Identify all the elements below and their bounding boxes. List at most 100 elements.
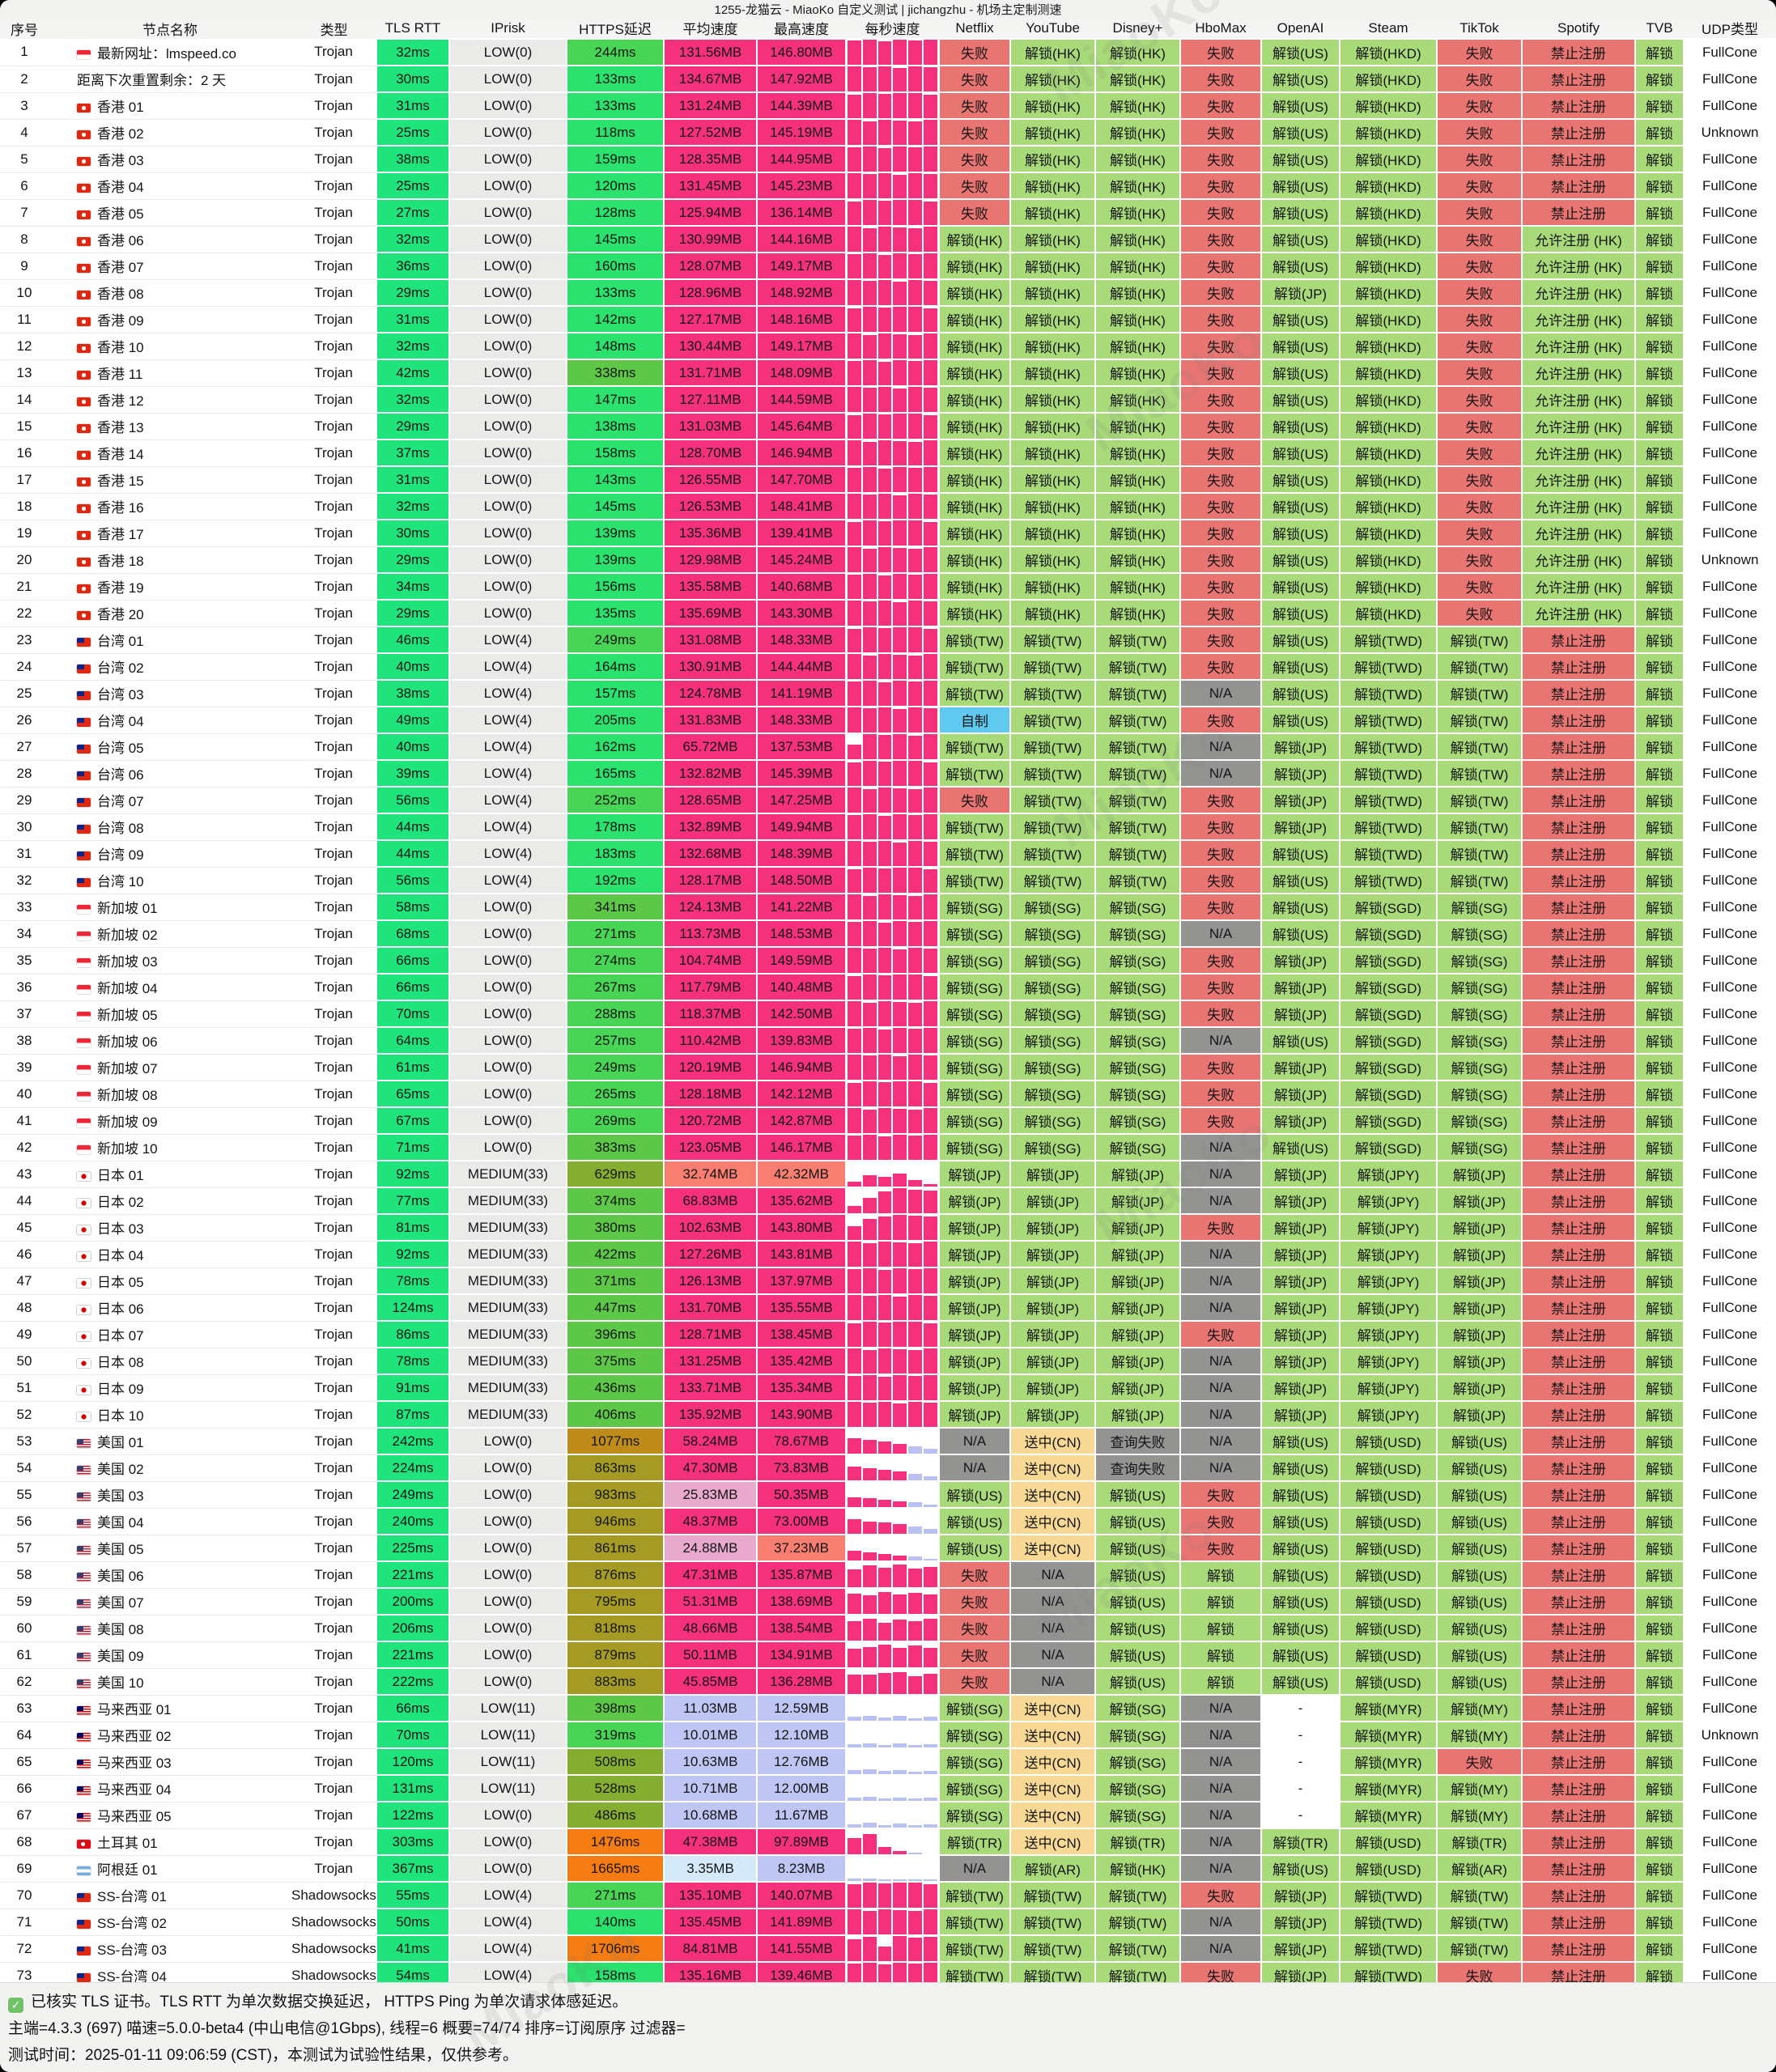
node-type: Trojan	[291, 1134, 376, 1161]
max-speed-cell: 78.67MB	[756, 1427, 847, 1455]
speed-bars-cell	[845, 1828, 940, 1856]
row-index: 32	[0, 867, 49, 894]
hbomax-cell: 失败	[1179, 65, 1262, 93]
per-second-speed-bars	[848, 681, 937, 705]
tiktok-cell: 解锁(US)	[1436, 1560, 1523, 1589]
avg-speed-cell: 3.35MB	[663, 1854, 758, 1883]
speed-bars-cell	[845, 546, 940, 574]
row-index: 70	[0, 1882, 49, 1909]
spotify-cell: 禁止注册	[1521, 946, 1636, 974]
https-latency-cell: 375ms	[566, 1347, 665, 1375]
netflix-cell: 失败	[938, 1560, 1011, 1589]
tvb-cell: 解锁	[1634, 38, 1685, 66]
steam-cell: 解锁(USD)	[1339, 1560, 1438, 1589]
iprisk-cell: LOW(11)	[448, 1747, 567, 1776]
speed-bars-cell	[845, 1480, 940, 1509]
youtube-cell: 解锁(TW)	[1009, 839, 1096, 868]
tvb-cell: 解锁	[1634, 1694, 1685, 1722]
table-row: 48 日本 06 Trojan 124ms MEDIUM(33) 447ms 131.70M…	[0, 1293, 1776, 1322]
disney-plus-cell: 解锁(JP)	[1094, 1213, 1181, 1242]
tiktok-cell: 失败	[1436, 465, 1523, 494]
max-speed-cell: 12.00MB	[756, 1774, 847, 1802]
per-second-speed-bars	[848, 1964, 937, 1987]
tls-rtt-cell: 68ms	[376, 919, 450, 948]
tls-rtt-cell: 222ms	[376, 1667, 450, 1696]
row-index: 53	[0, 1428, 49, 1455]
openai-cell: 解锁(US)	[1260, 91, 1340, 120]
netflix-cell: 解锁(TW)	[938, 652, 1011, 681]
youtube-cell: 送中(CN)	[1009, 1480, 1096, 1509]
node-name-label: 日本 06	[97, 1301, 144, 1317]
youtube-cell: 送中(CN)	[1009, 1454, 1096, 1482]
spotify-cell: 禁止注册	[1521, 91, 1636, 120]
netflix-cell: 解锁(HK)	[938, 412, 1011, 440]
spotify-cell: 禁止注册	[1521, 1828, 1636, 1856]
hk-flag-icon	[77, 558, 91, 567]
max-speed-cell: 147.70MB	[756, 465, 847, 494]
udp-type-cell: FullCone	[1683, 1480, 1776, 1509]
max-speed-cell: 135.62MB	[756, 1187, 847, 1215]
iprisk-cell: LOW(4)	[448, 813, 567, 841]
tvb-cell: 解锁	[1634, 1320, 1685, 1348]
spotify-cell: 禁止注册	[1521, 1801, 1636, 1829]
table-row: 25 台湾 03 Trojan 38ms LOW(4) 157ms 124.78MB 141.…	[0, 679, 1776, 707]
https-latency-cell: 165ms	[566, 759, 665, 788]
openai-cell: 解锁(US)	[1260, 1507, 1340, 1535]
node-name-label: 新加坡 03	[97, 954, 158, 970]
per-second-speed-bars	[848, 1403, 937, 1426]
avg-speed-cell: 132.68MB	[663, 839, 758, 868]
node-type: Trojan	[291, 253, 376, 280]
avg-speed-cell: 10.01MB	[663, 1721, 758, 1749]
spotify-cell: 禁止注册	[1521, 1400, 1636, 1429]
youtube-cell: 解锁(HK)	[1009, 172, 1096, 200]
per-second-speed-bars	[848, 227, 937, 251]
node-name: 日本 02	[49, 1187, 291, 1215]
max-speed-cell: 149.17MB	[756, 332, 847, 360]
node-type: Trojan	[291, 66, 376, 93]
tvb-cell: 解锁	[1634, 839, 1685, 868]
netflix-cell: 失败	[938, 38, 1011, 66]
max-speed-cell: 50.35MB	[756, 1480, 847, 1509]
max-speed-cell: 11.67MB	[756, 1801, 847, 1829]
hbomax-cell: 解锁	[1179, 1641, 1262, 1669]
youtube-cell: 解锁(JP)	[1009, 1374, 1096, 1402]
max-speed-cell: 141.55MB	[756, 1934, 847, 1963]
table-row: 70 SS-台湾 01 Shadowsocks 55ms LOW(4) 271ms 135.…	[0, 1881, 1776, 1909]
max-speed-cell: 12.59MB	[756, 1694, 847, 1722]
node-name: 日本 05	[49, 1267, 291, 1295]
max-speed-cell: 140.07MB	[756, 1881, 847, 1909]
tiktok-cell: 解锁(SG)	[1436, 1053, 1523, 1081]
udp-type-cell: FullCone	[1683, 1774, 1776, 1802]
avg-speed-cell: 10.68MB	[663, 1801, 758, 1829]
hk-flag-icon	[77, 291, 91, 299]
node-type: Trojan	[291, 1294, 376, 1322]
steam-cell: 解锁(USD)	[1339, 1614, 1438, 1642]
tls-rtt-cell: 58ms	[376, 893, 450, 921]
tls-rtt-cell: 29ms	[376, 599, 450, 627]
row-index: 24	[0, 653, 49, 681]
netflix-cell: 解锁(HK)	[938, 465, 1011, 494]
hk-flag-icon	[77, 264, 91, 273]
table-row: 2 距离下次重置剩余：2 天 Trojan 30ms LOW(0) 133ms 134.67…	[0, 65, 1776, 93]
table-row: 17 香港 15 Trojan 31ms LOW(0) 143ms 126.55MB 147.…	[0, 465, 1776, 494]
udp-type-cell: FullCone	[1683, 1587, 1776, 1616]
node-type: Trojan	[291, 573, 376, 601]
node-name-label: 距离下次重置剩余：2 天	[77, 73, 227, 88]
tls-rtt-cell: 120ms	[376, 1747, 450, 1776]
udp-type-cell: FullCone	[1683, 519, 1776, 547]
footer: ✓ 已核实 TLS 证书。TLS RTT 为单次数据交换延迟， HTTPS Pin…	[0, 1982, 1776, 2072]
steam-cell: 解锁(HKD)	[1339, 546, 1438, 574]
per-second-speed-bars	[848, 495, 937, 518]
node-type: Trojan	[291, 1241, 376, 1268]
max-speed-cell: 145.23MB	[756, 172, 847, 200]
avg-speed-cell: 135.58MB	[663, 572, 758, 601]
my-flag-icon	[77, 1706, 91, 1715]
table-row: 1 最新网址：lmspeed.co Trojan 32ms LOW(0) 244ms 131…	[0, 38, 1776, 66]
tls-rtt-cell: 50ms	[376, 1908, 450, 1936]
openai-cell: 解锁(JP)	[1260, 973, 1340, 1001]
iprisk-cell: LOW(0)	[448, 412, 567, 440]
table-row: 8 香港 06 Trojan 32ms LOW(0) 145ms 130.99MB 144.1…	[0, 225, 1776, 253]
per-second-speed-bars	[848, 254, 937, 278]
youtube-cell: 送中(CN)	[1009, 1694, 1096, 1722]
udp-type-cell: FullCone	[1683, 412, 1776, 440]
